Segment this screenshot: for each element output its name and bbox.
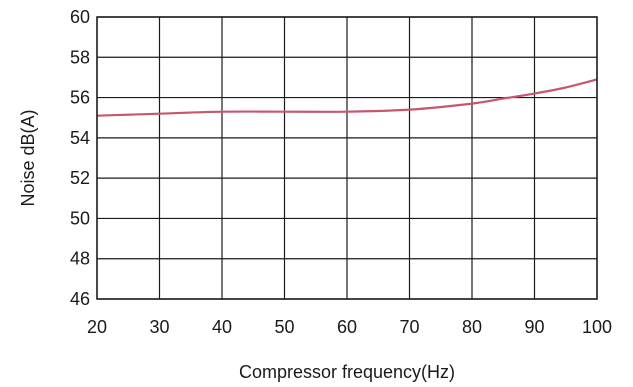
- x-tick-label-100: 100: [582, 317, 612, 337]
- x-tick-label-50: 50: [274, 317, 294, 337]
- x-tick-label-90: 90: [524, 317, 544, 337]
- x-tick-label-30: 30: [149, 317, 169, 337]
- y-tick-label-58: 58: [70, 47, 90, 67]
- x-tick-labels: 20 30 40 50 60 70 80 90 100: [87, 317, 612, 337]
- plot-frame: [96, 16, 598, 300]
- x-tick-label-70: 70: [399, 317, 419, 337]
- grid: [96, 16, 598, 300]
- y-axis-label: Noise dB(A): [18, 109, 38, 206]
- y-tick-label-52: 52: [70, 168, 90, 188]
- x-tick-label-80: 80: [462, 317, 482, 337]
- x-tick-label-60: 60: [337, 317, 357, 337]
- series-line-0: [96, 78, 598, 117]
- y-tick-label-60: 60: [70, 7, 90, 27]
- y-tick-label-48: 48: [70, 249, 90, 269]
- y-tick-label-50: 50: [70, 208, 90, 228]
- y-tick-labels: 46 48 50 52 54 56 58 60: [70, 7, 90, 309]
- y-tick-label-54: 54: [70, 128, 90, 148]
- series-layer: [96, 78, 598, 117]
- x-tick-label-40: 40: [212, 317, 232, 337]
- y-tick-label-46: 46: [70, 289, 90, 309]
- x-axis-label: Compressor frequency(Hz): [239, 362, 455, 382]
- y-tick-label-56: 56: [70, 88, 90, 108]
- x-tick-label-20: 20: [87, 317, 107, 337]
